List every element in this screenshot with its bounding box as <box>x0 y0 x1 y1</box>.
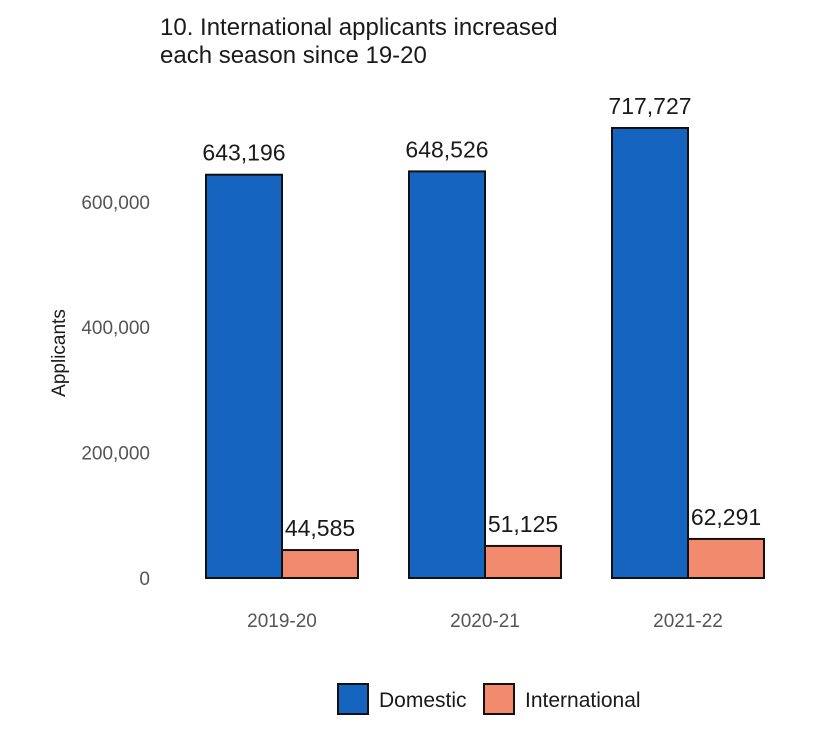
y-tick-label: 600,000 <box>81 193 150 214</box>
data-label-international-2021-22: 62,291 <box>691 504 761 530</box>
data-label-domestic-2021-22: 717,727 <box>608 93 691 119</box>
y-axis-title: Applicants <box>49 309 70 397</box>
bar-international-2021-22 <box>687 537 765 579</box>
x-tick-label: 2019-20 <box>247 611 317 632</box>
bars: 643,196 44,585 648,526 51,125 717,727 62,291 <box>202 93 765 580</box>
chart-title-line-1: 10. International applicants increased <box>160 14 558 41</box>
legend-swatch-domestic <box>337 683 369 715</box>
legend: Domestic International <box>337 683 641 715</box>
bar-domestic-2019-20 <box>205 173 283 579</box>
x-axis: 2019-20 2020-21 2021-22 <box>247 611 723 632</box>
legend-label-international: International <box>525 689 641 712</box>
bar-domestic-2021-22 <box>611 127 689 579</box>
data-label-international-2020-21: 51,125 <box>488 511 558 537</box>
y-axis: 0 200,000 400,000 600,000 Applicants <box>49 193 150 590</box>
x-tick-label: 2020-21 <box>450 611 520 632</box>
data-label-domestic-2019-20: 643,196 <box>202 140 285 166</box>
bar-domestic-2020-21 <box>408 170 486 579</box>
x-tick-label: 2021-22 <box>653 611 723 632</box>
y-tick-label: 400,000 <box>81 318 150 339</box>
data-label-domestic-2020-21: 648,526 <box>405 136 488 162</box>
legend-swatch-international <box>483 683 515 715</box>
bar-international-2019-20 <box>281 549 359 580</box>
bar-international-2020-21 <box>484 544 562 579</box>
y-tick-label: 0 <box>139 569 150 590</box>
legend-label-domestic: Domestic <box>379 689 467 712</box>
data-label-international-2019-20: 44,585 <box>285 515 355 541</box>
y-tick-label: 200,000 <box>81 444 150 465</box>
chart-title: 10. International applicants increased e… <box>160 14 720 70</box>
chart-title-line-2: each season since 19-20 <box>160 42 427 69</box>
